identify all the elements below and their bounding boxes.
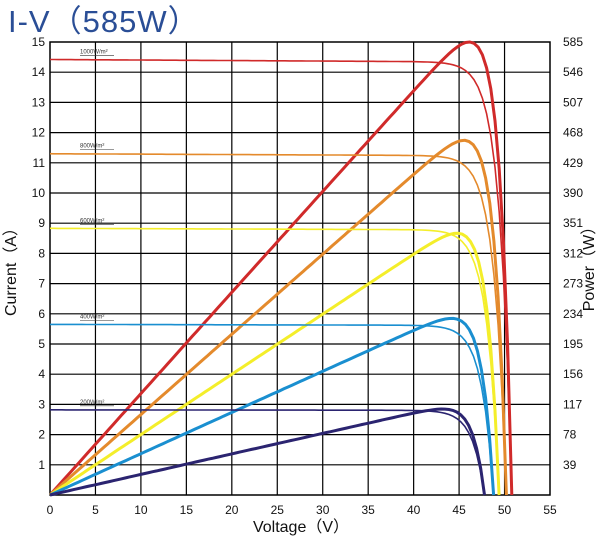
y-right-tick-label: 234 xyxy=(563,307,583,321)
legend-label: 200W/m² xyxy=(80,400,104,406)
y-left-tick-label: 12 xyxy=(32,126,46,140)
y-left-tick-label: 7 xyxy=(38,277,45,291)
legend-label: 400W/m² xyxy=(80,314,104,320)
iv-curve xyxy=(50,323,495,496)
x-tick-label: 50 xyxy=(498,503,512,517)
x-tick-label: 45 xyxy=(452,503,466,517)
legend-label: 1000W/m² xyxy=(80,50,108,56)
ticks: 0 5 10 15 20 25 30 35 40 45 50 55123456789101112131… xyxy=(32,35,584,517)
x-tick-label: 5 xyxy=(92,503,99,517)
legend-label: 800W/m² xyxy=(80,144,104,150)
x-tick-label: 0 xyxy=(47,503,54,517)
y-left-tick-label: 9 xyxy=(38,216,45,230)
y-right-tick-label: 546 xyxy=(563,65,583,79)
y-right-tick-label: 429 xyxy=(563,156,583,170)
y-left-tick-label: 10 xyxy=(32,186,46,200)
x-tick-label: 10 xyxy=(134,503,148,517)
y-axis-left-label: Current（A） xyxy=(2,220,20,316)
x-tick-label: 20 xyxy=(225,503,239,517)
curves xyxy=(48,40,514,497)
pv-curve xyxy=(49,231,501,497)
y-right-tick-label: 273 xyxy=(563,277,583,291)
y-right-tick-label: 195 xyxy=(563,337,583,351)
iv-curve xyxy=(49,152,508,496)
pv-curve xyxy=(48,138,508,497)
legend: 1000W/m² 800W/m² 600W/m² 400W/m² 200W/m² xyxy=(80,50,114,407)
y-left-tick-label: 3 xyxy=(38,397,45,411)
y-left-tick-label: 15 xyxy=(32,35,46,49)
y-axis-right-label: Power（W） xyxy=(580,219,598,311)
y-left-tick-label: 11 xyxy=(33,156,46,170)
iv-curve xyxy=(50,409,486,496)
y-right-tick-label: 351 xyxy=(563,216,583,230)
y-left-tick-label: 6 xyxy=(38,307,45,321)
y-left-tick-label: 2 xyxy=(38,428,45,442)
x-tick-label: 30 xyxy=(316,503,330,517)
x-tick-label: 35 xyxy=(362,503,376,517)
x-tick-label: 40 xyxy=(407,503,421,517)
y-right-tick-label: 468 xyxy=(563,126,583,140)
iv-curve xyxy=(50,58,513,496)
pv-curve xyxy=(49,316,496,497)
y-left-tick-label: 8 xyxy=(38,246,45,260)
y-left-tick-label: 5 xyxy=(38,337,45,351)
x-axis-label: Voltage（V） xyxy=(253,518,349,536)
y-right-tick-label: 312 xyxy=(563,246,583,260)
pv-curve xyxy=(48,40,514,496)
pv-curve xyxy=(49,407,486,497)
y-right-tick-label: 585 xyxy=(563,35,583,49)
y-left-tick-label: 13 xyxy=(32,95,46,109)
x-tick-label: 15 xyxy=(180,503,194,517)
y-right-tick-label: 78 xyxy=(563,428,577,442)
y-right-tick-label: 390 xyxy=(563,186,583,200)
legend-label: 600W/m² xyxy=(80,218,104,224)
y-right-tick-label: 507 xyxy=(563,95,583,109)
iv-curve xyxy=(50,227,500,496)
y-right-tick-label: 117 xyxy=(563,397,582,411)
y-left-tick-label: 14 xyxy=(32,65,46,79)
y-left-tick-label: 4 xyxy=(38,367,45,381)
plot-frame xyxy=(49,41,551,496)
chart-title: I-V（585W） xyxy=(8,4,200,39)
x-tick-label: 55 xyxy=(543,503,557,517)
y-right-tick-label: 156 xyxy=(563,367,583,381)
x-tick-label: 25 xyxy=(271,503,285,517)
y-right-tick-label: 39 xyxy=(563,458,577,472)
y-left-tick-label: 1 xyxy=(38,458,45,472)
